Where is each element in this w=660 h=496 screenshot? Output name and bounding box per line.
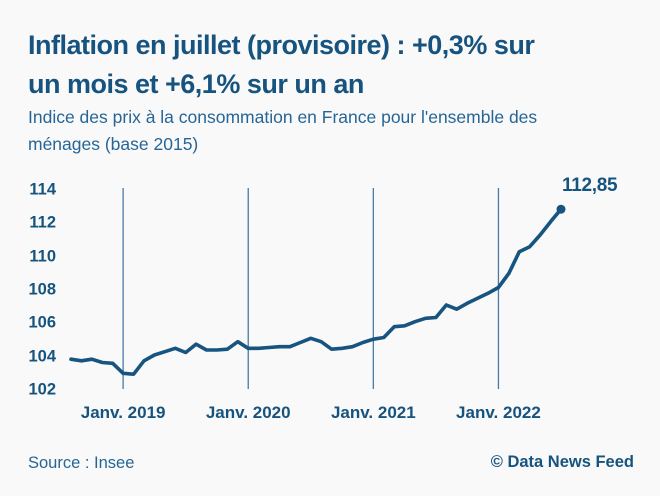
credit-label: © Data News Feed (490, 453, 634, 471)
x-tick-label: Janv. 2022 (456, 403, 541, 422)
y-tick-label: 106 (28, 313, 56, 332)
last-value-label: 112,85 (562, 175, 618, 196)
y-tick-label: 102 (28, 380, 56, 399)
y-tick-label: 110 (29, 247, 56, 266)
y-tick-label: 104 (28, 347, 56, 366)
cpi-line-series (69, 207, 563, 377)
y-tick-label: 112 (29, 213, 56, 232)
chart-subtitle-line1: Indice des prix à la consommation en Fra… (28, 107, 538, 127)
y-tick-label: 114 (29, 180, 56, 199)
x-tick-label: Janv. 2019 (80, 403, 166, 422)
chart-title-line2: un mois et +6,1% sur un an (28, 69, 364, 99)
last-point-marker (556, 204, 566, 214)
chart-title: Inflation en juillet (provisoire) : +0,3… (28, 26, 640, 104)
y-tick-label: 108 (28, 280, 56, 299)
x-tick-label: Janv. 2021 (330, 403, 416, 422)
chart-subtitle-line2: ménages (base 2015) (28, 133, 199, 154)
chart-subtitle: Indice des prix à la consommation en Fra… (28, 104, 628, 157)
x-tick-label: Janv. 2020 (205, 403, 291, 422)
chart-title-line1: Inflation en juillet (provisoire) : +0,3… (28, 30, 535, 60)
source-label: Source : Insee (28, 454, 135, 472)
